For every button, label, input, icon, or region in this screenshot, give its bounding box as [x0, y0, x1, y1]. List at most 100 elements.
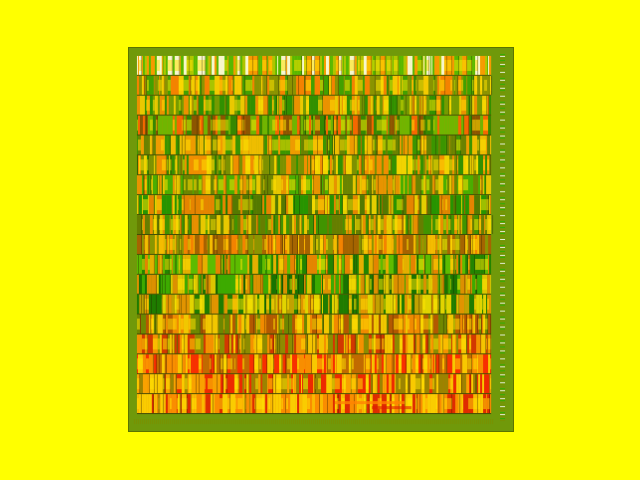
texture-highlight	[430, 318, 434, 330]
texture-stripe	[373, 95, 376, 115]
texture-stripe	[463, 374, 467, 394]
texture-highlight	[227, 358, 231, 370]
texture-shadow	[471, 314, 473, 334]
texture-stripe	[232, 314, 236, 334]
bottom-edge-stripe	[309, 419, 311, 425]
texture-stripe	[329, 195, 333, 215]
texture-highlight	[164, 239, 167, 250]
texture-stripe	[436, 374, 439, 394]
texture-stripe	[144, 95, 146, 115]
texture-stripe	[404, 175, 408, 195]
texture-stripe	[338, 235, 344, 254]
bottom-edge-stripe	[149, 419, 151, 425]
texture-stripe	[343, 155, 345, 175]
texture-stripe	[482, 55, 486, 75]
texture-stripe	[196, 394, 202, 414]
texture-stripe	[217, 274, 221, 294]
texture-stripe	[249, 314, 255, 334]
texture-stripe	[433, 314, 439, 334]
texture-shadow	[388, 75, 390, 95]
texture-stripe	[402, 215, 404, 235]
texture-stripe	[153, 314, 156, 334]
texture-highlight	[161, 298, 163, 310]
texture-stripe	[439, 235, 442, 254]
texture-highlight	[286, 179, 289, 191]
texture-stripe	[345, 115, 347, 135]
texture-stripe	[396, 95, 398, 115]
texture-stripe	[229, 215, 231, 235]
texture-band-separator	[136, 154, 492, 156]
texture-stripe	[394, 115, 396, 135]
texture-stripe	[237, 354, 243, 374]
texture-stripe	[403, 195, 407, 215]
texture-stripe	[481, 55, 483, 75]
texture-stripe	[230, 314, 233, 334]
texture-highlight	[474, 219, 480, 231]
texture-highlight	[393, 59, 399, 71]
texture-highlight	[423, 358, 425, 370]
texture-highlight	[462, 59, 468, 71]
texture-shadow	[376, 374, 378, 394]
texture-stripe	[458, 394, 461, 414]
texture-stripe	[479, 294, 483, 314]
texture-shadow	[197, 95, 199, 115]
bottom-edge-stripe	[468, 419, 470, 425]
texture-highlight	[300, 258, 303, 270]
texture-shadow	[372, 274, 374, 294]
texture-shadow	[146, 334, 148, 354]
texture-stripe	[437, 115, 440, 135]
texture-stripe	[305, 235, 311, 254]
texture-stripe	[298, 254, 301, 274]
texture-stripe	[262, 195, 265, 215]
texture-stripe	[462, 195, 465, 215]
texture-highlight	[372, 59, 376, 71]
texture-shadow	[285, 394, 287, 414]
texture-highlight	[212, 119, 216, 131]
texture-highlight	[202, 318, 206, 330]
texture-stripe	[159, 95, 162, 115]
texture-shadow	[156, 254, 158, 274]
texture-highlight	[256, 318, 258, 330]
texture-stripe	[348, 235, 354, 254]
texture-stripe	[161, 75, 165, 95]
texture-stripe	[201, 75, 204, 95]
texture-stripe	[445, 254, 451, 274]
texture-stripe	[154, 55, 157, 75]
texture-highlight	[295, 298, 297, 310]
texture-stripe	[139, 374, 143, 394]
texture-stripe	[416, 254, 419, 274]
texture-shadow	[382, 274, 384, 294]
texture-highlight	[461, 79, 464, 91]
texture-stripe	[185, 354, 188, 374]
texture-stripe	[190, 135, 196, 155]
texture-stripe	[181, 135, 183, 155]
texture-stripe	[327, 294, 330, 314]
texture-shadow	[310, 294, 312, 314]
texture-stripe	[271, 195, 275, 215]
texture-stripe	[416, 75, 419, 95]
texture-shadow	[413, 95, 415, 115]
texture-highlight	[332, 139, 334, 151]
texture-stripe	[385, 254, 389, 274]
texture-highlight	[199, 298, 203, 310]
texture-shadow	[225, 95, 227, 115]
texture-highlight	[483, 159, 486, 171]
texture-shadow	[210, 135, 212, 155]
texture-stripe	[154, 254, 158, 274]
texture-highlight	[349, 258, 353, 270]
texture-shadow	[224, 155, 226, 175]
texture-highlight	[253, 159, 255, 171]
texture-stripe	[285, 274, 288, 294]
texture-shadow	[314, 55, 316, 75]
texture-shadow	[265, 294, 267, 314]
texture-stripe	[260, 254, 263, 274]
texture-highlight	[458, 79, 462, 91]
texture-highlight	[480, 258, 484, 270]
texture-shadow	[153, 75, 155, 95]
texture-highlight	[480, 199, 482, 211]
texture-stripe	[319, 215, 321, 235]
texture-stripe	[200, 115, 204, 135]
right-edge-stripe	[500, 85, 506, 87]
texture-highlight	[457, 278, 461, 290]
texture-highlight	[172, 239, 175, 250]
